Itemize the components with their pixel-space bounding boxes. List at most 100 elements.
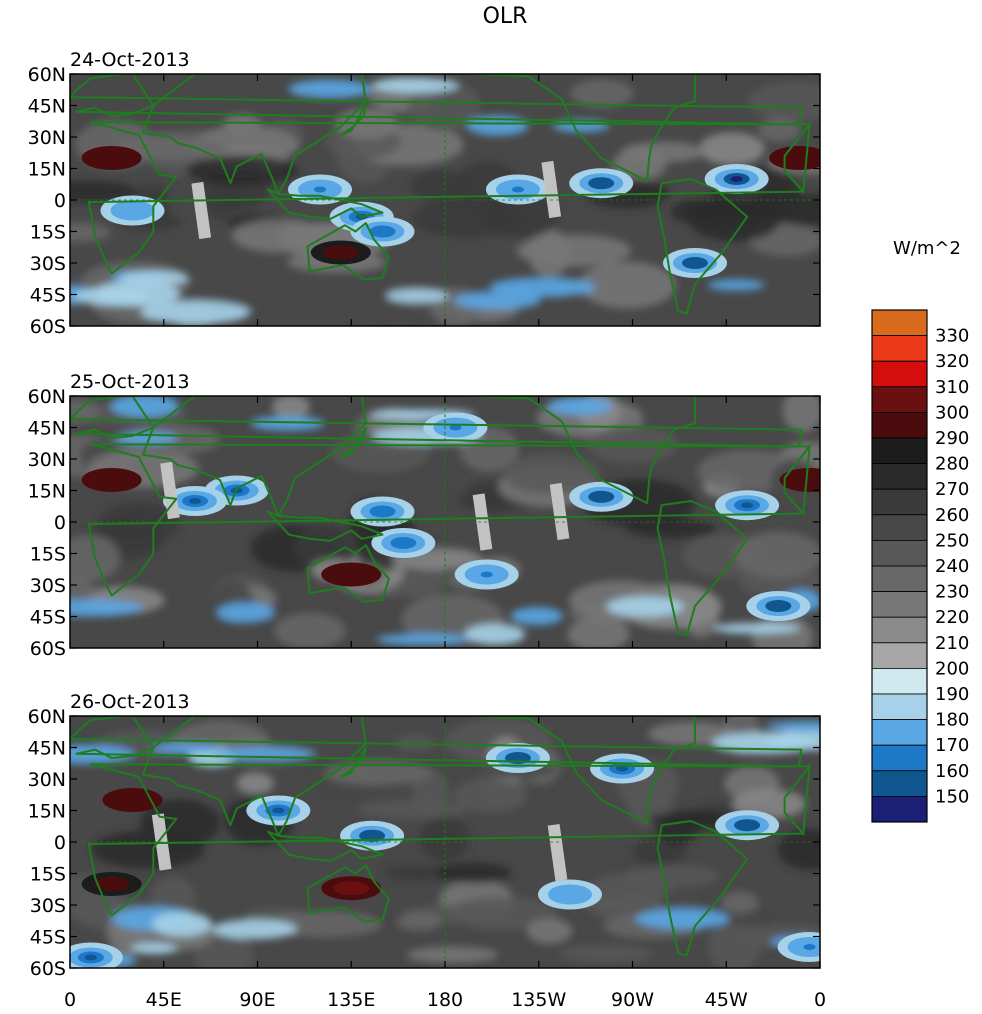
panel-date-label: 24-Oct-2013 bbox=[70, 49, 190, 71]
high-olr-core bbox=[333, 881, 370, 896]
olr-texture-blob bbox=[748, 81, 820, 121]
olr-field bbox=[70, 74, 820, 326]
coastline-europe bbox=[70, 396, 803, 448]
colorbar-box bbox=[871, 411, 928, 439]
olr-texture-blob bbox=[587, 425, 679, 464]
low-olr-region bbox=[100, 195, 165, 226]
high-olr-core bbox=[322, 245, 359, 260]
low-olr-core bbox=[480, 571, 493, 578]
low-olr-core bbox=[803, 944, 816, 950]
colorbar-level-label: 310 bbox=[935, 377, 969, 398]
y-tick-label: 45N bbox=[28, 738, 66, 760]
y-tick-label: 60S bbox=[30, 316, 66, 338]
olr-texture-blob bbox=[528, 229, 571, 278]
colorbar-box bbox=[871, 565, 928, 593]
y-tick-label: 30S bbox=[30, 575, 66, 597]
colorbar-level-label: 270 bbox=[935, 479, 969, 500]
olr-texture-blob bbox=[70, 399, 101, 424]
colorbar-box bbox=[871, 309, 928, 337]
olr-texture-blob bbox=[661, 887, 710, 915]
olr-texture-blob bbox=[570, 79, 634, 108]
coastline-africa bbox=[87, 763, 811, 917]
y-tick-label: 30S bbox=[30, 895, 66, 917]
y-tick-label: 15S bbox=[30, 864, 66, 886]
olr-light-streak bbox=[371, 77, 459, 94]
low-olr-core bbox=[314, 186, 326, 193]
colorbar-box bbox=[871, 591, 928, 618]
x-tick-label: 90E bbox=[239, 989, 275, 1011]
olr-texture-blob bbox=[70, 576, 95, 605]
olr-texture-blob bbox=[727, 202, 800, 222]
coastline-namerica bbox=[469, 716, 696, 825]
colorbar-box bbox=[871, 437, 928, 465]
y-tick-label: 30N bbox=[28, 769, 66, 791]
olr-texture-blob bbox=[699, 132, 765, 166]
colorbar-level-label: 240 bbox=[935, 556, 969, 577]
coastline-namerica bbox=[469, 396, 696, 505]
low-olr-core bbox=[741, 502, 754, 509]
low-olr-core bbox=[511, 186, 524, 193]
olr-light-streak bbox=[466, 115, 529, 136]
y-tick-label: 15S bbox=[30, 222, 66, 244]
colorbar-level-label: 160 bbox=[935, 761, 969, 782]
y-tick-label: 60S bbox=[30, 638, 66, 660]
olr-texture-blob bbox=[410, 169, 466, 202]
olr-light-streak bbox=[152, 911, 212, 937]
low-olr-region bbox=[715, 810, 780, 841]
olr-light-streak bbox=[151, 743, 219, 754]
colorbar-level-label: 170 bbox=[935, 735, 969, 756]
olr-light-streak bbox=[73, 287, 152, 306]
olr-light-streak bbox=[489, 277, 597, 298]
y-tick-label: 30S bbox=[30, 253, 66, 275]
olr-texture-blob bbox=[453, 778, 527, 814]
y-tick-label: 0 bbox=[54, 832, 66, 854]
missing-data-strip bbox=[160, 461, 180, 520]
coastline-japan bbox=[339, 746, 367, 778]
panels-layer: 24-Oct-201360N45N30N15N015S30S45S60S25-O… bbox=[28, 49, 821, 980]
olr-light-streak bbox=[250, 416, 325, 431]
colorbar-level-label: 260 bbox=[935, 505, 969, 526]
low-olr-core bbox=[564, 891, 576, 898]
y-tick-label: 45N bbox=[28, 418, 66, 440]
olr-texture-blob bbox=[357, 800, 467, 820]
olr-texture-blob bbox=[324, 760, 432, 786]
figure-title: OLR bbox=[483, 4, 528, 29]
coastline-indonesia bbox=[266, 510, 384, 542]
coastline-samerica bbox=[656, 500, 749, 637]
low-olr-region bbox=[454, 559, 519, 590]
y-tick-label: 30N bbox=[28, 127, 66, 149]
coastline-australia bbox=[306, 222, 390, 281]
x-axis: 0 45E 90E 135E 180 135W 90W 45W 0 bbox=[64, 989, 826, 1011]
high-olr-core bbox=[333, 567, 370, 582]
high-olr-region bbox=[321, 876, 382, 901]
coastline-europe bbox=[70, 74, 803, 126]
low-olr-core bbox=[376, 228, 389, 235]
y-tick-label: 15N bbox=[28, 159, 66, 181]
low-olr-region bbox=[246, 795, 311, 826]
low-olr-core bbox=[511, 755, 524, 761]
coastline-europe bbox=[70, 716, 803, 768]
colorbar-box bbox=[871, 770, 928, 797]
low-olr-core bbox=[595, 180, 608, 187]
colorbar-box bbox=[871, 386, 928, 413]
y-tick-label: 45S bbox=[30, 285, 66, 307]
x-tick-label: 45W bbox=[705, 989, 748, 1011]
low-olr-region bbox=[350, 216, 415, 247]
low-olr-region bbox=[340, 820, 405, 851]
high-olr-core bbox=[93, 877, 130, 891]
y-tick-label: 30N bbox=[28, 449, 66, 471]
low-olr-region bbox=[777, 932, 820, 962]
coastline-africa-wrap bbox=[783, 443, 811, 516]
olr-texture-blob bbox=[626, 518, 717, 539]
olr-field bbox=[70, 716, 820, 968]
olr-light-streak bbox=[766, 721, 820, 732]
y-tick-label: 45N bbox=[28, 96, 66, 118]
olr-texture-blob bbox=[406, 946, 499, 964]
high-olr-core bbox=[781, 151, 818, 165]
olr-light-streak bbox=[110, 396, 179, 418]
olr-texture-blob bbox=[435, 862, 512, 884]
olr-texture-blob bbox=[70, 534, 121, 582]
colorbar-box bbox=[871, 642, 928, 669]
high-olr-region bbox=[81, 872, 142, 896]
